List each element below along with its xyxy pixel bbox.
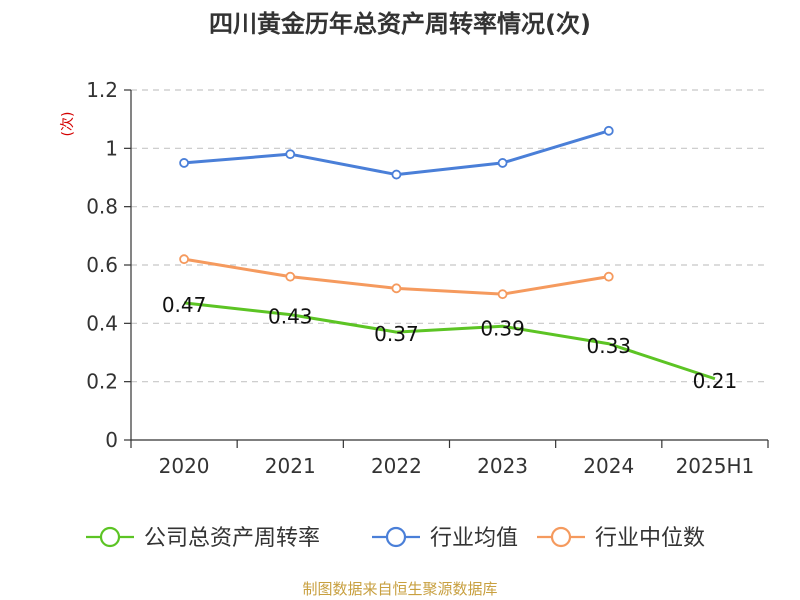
legend-marker	[99, 526, 121, 548]
y-tick-label: 1.2	[86, 78, 118, 102]
data-label: 0.21	[693, 369, 738, 393]
legend-label: 行业均值	[430, 526, 518, 551]
y-tick-label: 0.4	[86, 311, 118, 335]
x-tick-label: 2024	[583, 454, 634, 478]
series-point	[603, 271, 614, 282]
data-label: 0.43	[268, 305, 313, 329]
legend-item: 行业均值	[372, 526, 518, 551]
legend-label: 公司总资产周转率	[144, 526, 320, 551]
y-tick-label: 1	[105, 136, 118, 160]
grid-lines	[131, 89, 768, 383]
legend-item: 行业中位数	[537, 526, 705, 551]
series-point	[179, 254, 189, 265]
x-tick-label: 2023	[477, 454, 528, 478]
series-point	[391, 283, 402, 294]
series-point	[285, 271, 296, 282]
y-tick-label: 0.6	[86, 253, 118, 277]
y-axis-unit: (次)	[60, 112, 76, 137]
source-note: 制图数据来自恒生聚源数据库	[302, 580, 497, 598]
series-point	[497, 289, 508, 300]
legend-label: 行业中位数	[595, 526, 705, 551]
x-tick-label: 2025H1	[676, 454, 755, 478]
chart-title: 四川黄金历年总资产周转率情况(次)	[209, 10, 591, 38]
legend: 公司总资产周转率 行业均值 行业中位数	[86, 526, 705, 551]
data-label: 0.37	[374, 322, 419, 346]
series-line-1	[183, 129, 610, 177]
y-tick-label: 0	[105, 428, 118, 452]
data-label: 0.47	[162, 293, 207, 317]
legend-item: 公司总资产周转率	[86, 526, 320, 551]
series-lines	[179, 125, 716, 381]
series-line-0	[183, 301, 716, 381]
series-point	[497, 158, 508, 168]
data-labels: 0.47 0.43 0.37 0.39 0.33 0.21	[162, 293, 737, 393]
series-point	[391, 169, 402, 180]
axes: 0 0.2 0.4 0.6 0.8 1 1.2 2020 2021 2022 2023 2024 202…	[86, 78, 769, 478]
x-tick-label: 2020	[159, 454, 210, 478]
series-point	[603, 125, 614, 136]
data-label: 0.33	[586, 334, 631, 358]
y-tick-label: 0.2	[86, 370, 118, 394]
y-tick-label: 0.8	[86, 195, 118, 219]
series-point	[179, 158, 189, 168]
legend-marker	[550, 526, 572, 548]
x-tick-label: 2021	[265, 454, 316, 478]
legend-marker	[385, 526, 407, 548]
x-tick-label: 2022	[371, 454, 422, 478]
data-label: 0.39	[480, 316, 525, 340]
series-point	[285, 149, 296, 160]
